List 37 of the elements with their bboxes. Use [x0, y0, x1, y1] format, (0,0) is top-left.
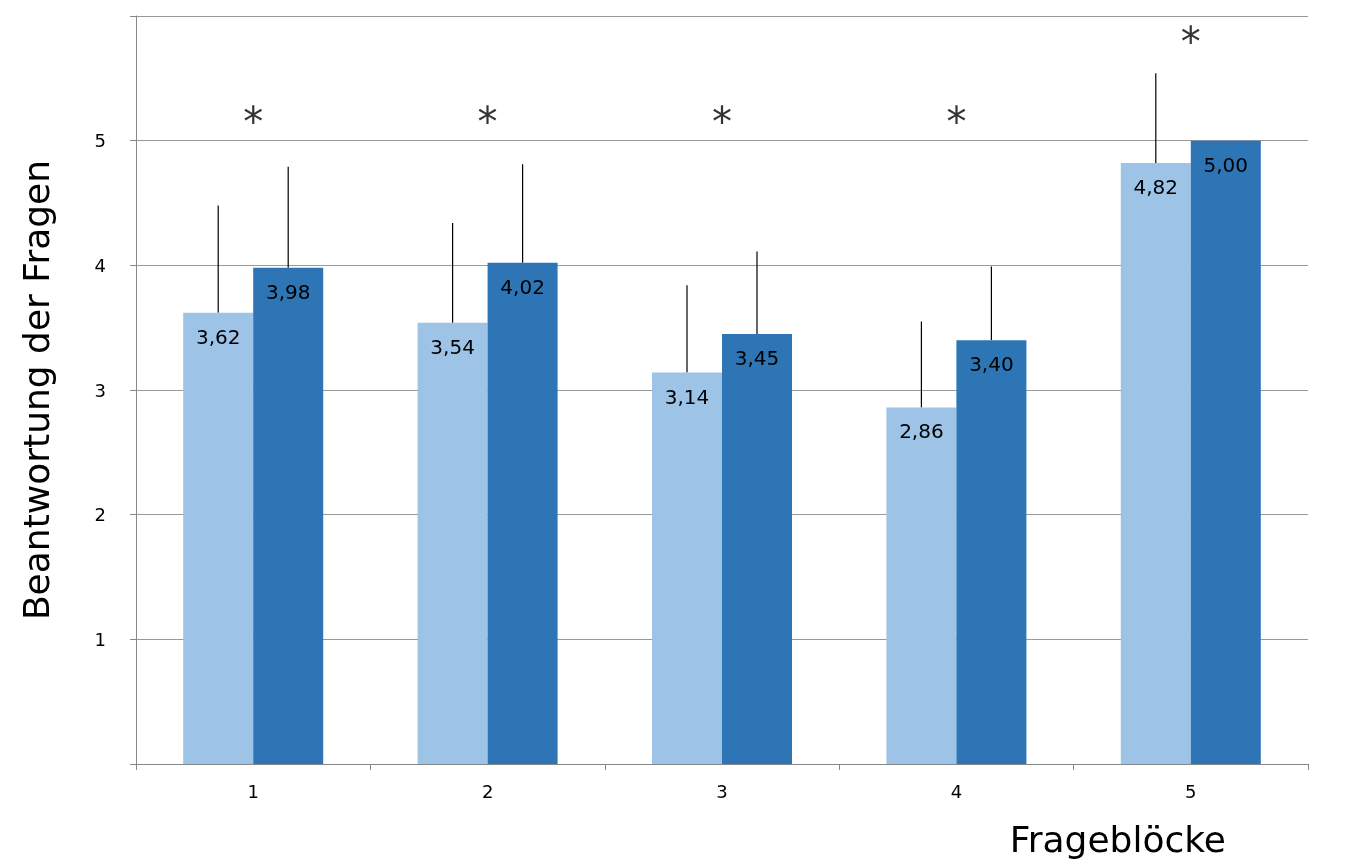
annotation: * [477, 98, 498, 145]
x-tick-label: 2 [481, 780, 494, 802]
data-label: 5,00 [1203, 152, 1249, 177]
bar [183, 312, 254, 764]
bar [652, 372, 722, 764]
x-tick-label: 3 [716, 780, 728, 802]
x-tick-label: 4 [950, 780, 963, 802]
annotation: * [1180, 19, 1201, 66]
data-label: 3,62 [195, 324, 241, 349]
data-label: 3,54 [430, 334, 475, 359]
y-tick-label: 2 [94, 504, 106, 526]
bar [417, 322, 488, 764]
bar [886, 407, 957, 764]
annotation: * [946, 98, 967, 145]
bar [956, 340, 1027, 764]
data-label: 3,98 [265, 279, 311, 304]
x-tick-label: 1 [247, 780, 259, 802]
bar [1190, 140, 1261, 764]
bar [1120, 163, 1191, 764]
y-tick-label: 1 [94, 628, 106, 650]
y-tick-label: 4 [94, 254, 106, 276]
y-tick-label: 5 [94, 130, 106, 152]
y-tick-label: 3 [94, 379, 106, 401]
bar [253, 267, 324, 764]
data-label: 4,82 [1133, 175, 1179, 200]
annotation: * [712, 98, 732, 145]
bar [722, 333, 792, 764]
y-axis-title: Beantwortung der Fragen [15, 159, 57, 621]
data-label: 3,14 [664, 384, 710, 409]
data-label: 3,40 [969, 352, 1014, 377]
annotation: * [243, 98, 264, 145]
data-label: 4,02 [500, 274, 545, 299]
x-axis-title: Frageblöcke [1009, 818, 1227, 860]
data-label: 3,45 [734, 345, 780, 370]
x-tick-label: 5 [1185, 780, 1197, 802]
data-label: 2,86 [899, 419, 944, 444]
bar [487, 262, 558, 764]
